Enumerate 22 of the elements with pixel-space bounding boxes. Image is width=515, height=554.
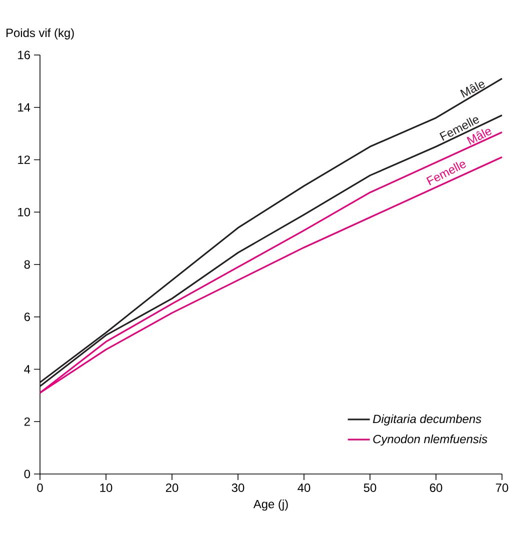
y-tick-label: 4 xyxy=(24,365,30,374)
x-tick-label: 30 xyxy=(232,484,244,492)
y-tick-label: 14 xyxy=(18,103,30,112)
legend-label: Digitaria decumbens xyxy=(372,414,482,426)
x-tick-label: 70 xyxy=(496,484,508,492)
x-axis-title: Age (j) xyxy=(253,500,288,511)
legend-label: Cynodon nlemfuensis xyxy=(373,434,488,446)
x-tick-label: 50 xyxy=(364,484,376,492)
y-tick-label: 16 xyxy=(18,50,30,60)
x-tick-label: 10 xyxy=(100,484,112,492)
x-tick-label: 0 xyxy=(37,484,43,492)
y-tick-label: 10 xyxy=(18,208,30,216)
x-tick-label: 40 xyxy=(298,484,310,492)
annotation: Mâle xyxy=(460,82,485,98)
y-axis-title: Poids vif (kg) xyxy=(6,28,74,40)
y-tick-label: 8 xyxy=(24,260,30,269)
y-tick-label: 6 xyxy=(24,312,30,322)
x-tick-label: 60 xyxy=(430,484,442,492)
x-tick-label: 20 xyxy=(166,484,178,492)
y-tick-label: 2 xyxy=(24,417,30,426)
y-tick-label: 12 xyxy=(18,156,30,164)
y-tick-label: 0 xyxy=(24,470,30,478)
